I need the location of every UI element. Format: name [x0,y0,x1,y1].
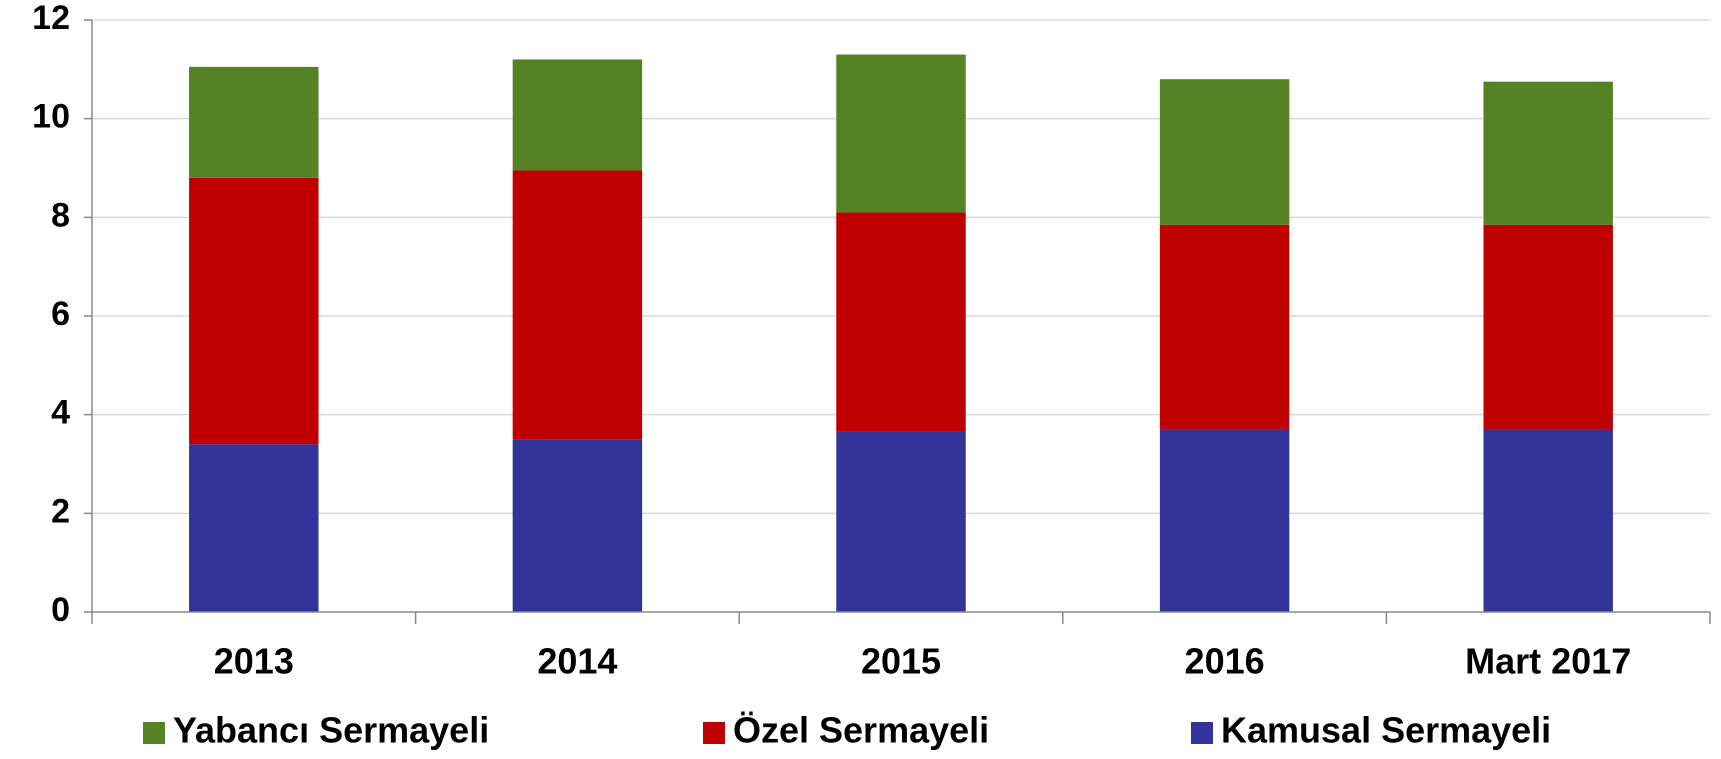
y-tick-label: 4 [51,394,70,432]
legend-swatch [143,722,165,744]
bar-segment [1483,81,1613,225]
y-tick-label: 2 [51,492,70,530]
bar-segment [1483,224,1613,430]
bar-segment [1159,224,1290,430]
bar-segment [512,170,643,440]
bar-segment [189,66,319,178]
legend-label: Özel Sermayeli [733,710,989,751]
x-tick-label: 2015 [861,641,941,682]
y-tick-label: 6 [51,295,70,333]
bar-segment [512,59,643,171]
x-tick-label: 2013 [214,641,294,682]
y-tick-label: 12 [32,0,70,37]
x-tick-label: Mart 2017 [1465,641,1631,682]
bar-segment [836,54,966,213]
bar-segment [1159,429,1290,612]
legend-label: Yabancı Sermayeli [173,710,489,751]
legend-label: Kamusal Sermayeli [1221,710,1551,751]
y-tick-label: 0 [51,591,70,629]
legend-swatch [703,722,725,744]
bar-segment [1483,429,1613,612]
bar-segment [512,439,643,612]
y-tick-label: 10 [32,98,70,136]
x-tick-label: 2016 [1185,641,1265,682]
x-tick-label: 2014 [537,641,617,682]
bar-segment [1159,79,1290,225]
legend-swatch [1191,722,1213,744]
y-tick-label: 8 [51,196,70,234]
bar-segment [189,444,319,612]
bar-segment [189,177,319,445]
bar-segment [836,212,966,432]
bar-segment [836,431,966,612]
